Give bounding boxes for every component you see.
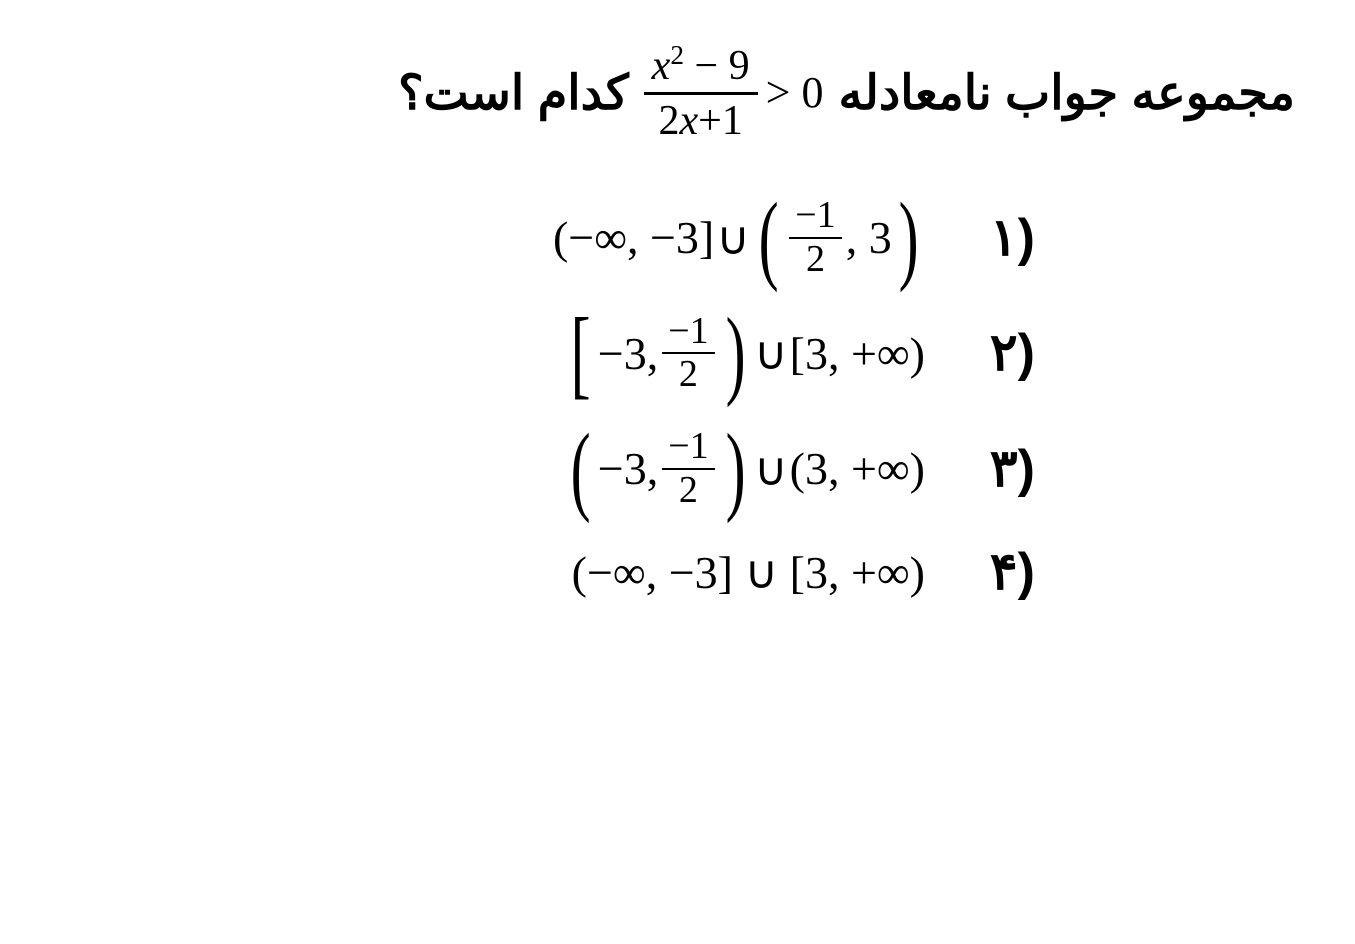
option-3-left-pre: −3,: [598, 442, 658, 495]
option-2-left-pre: −3,: [598, 327, 658, 380]
option-3: ( −3, −1 2 ) ∪ (3, +∞) (۳: [60, 426, 1035, 512]
frac-num: −1: [662, 426, 714, 470]
option-1-left-interval: (−∞, −3]: [553, 211, 714, 264]
option-2: [ −3, −1 2 ) ∪ [3, +∞) (۲: [60, 311, 1035, 397]
question-prompt: مجموعه جواب نامعادله x2 − 9 2x+1 > 0 کدا…: [60, 40, 1295, 145]
frac-num: −1: [662, 311, 714, 355]
open-bracket-icon: [: [571, 313, 591, 393]
option-2-label: (۲: [955, 323, 1035, 383]
question-text-before: مجموعه جواب نامعادله: [839, 65, 1296, 121]
close-paren-icon: ): [725, 313, 745, 393]
question-fraction: x2 − 9 2x+1: [644, 40, 758, 145]
fraction-denominator: 2x+1: [651, 95, 751, 145]
option-2-math: [ −3, −1 2 ) ∪ [3, +∞): [564, 311, 925, 397]
union-icon: ∪: [754, 326, 788, 380]
open-paren-icon: (: [759, 198, 779, 278]
fraction-numerator: x2 − 9: [644, 40, 758, 95]
option-4: (−∞, −3] ∪ [3, +∞) (۴: [60, 542, 1035, 602]
option-3-math: ( −3, −1 2 ) ∪ (3, +∞): [564, 426, 925, 512]
option-4-full: (−∞, −3] ∪ [3, +∞): [572, 545, 925, 599]
option-2-fraction: −1 2: [662, 311, 714, 397]
close-paren-icon: ): [725, 429, 745, 509]
frac-den: 2: [673, 354, 704, 396]
option-4-math: (−∞, −3] ∪ [3, +∞): [572, 545, 925, 599]
option-3-fraction: −1 2: [662, 426, 714, 512]
option-3-right: (3, +∞): [790, 442, 925, 495]
open-paren-icon: (: [571, 429, 591, 509]
option-4-label: (۴: [955, 542, 1035, 602]
frac-num: −1: [789, 195, 841, 239]
inequality-relation: > 0: [766, 67, 824, 118]
inequality-expression: x2 − 9 2x+1 > 0: [644, 40, 824, 145]
option-1: (−∞, −3] ∪ ( −1 2 , 3 ) (۱: [60, 195, 1035, 281]
frac-den: 2: [673, 470, 704, 512]
option-1-math: (−∞, −3] ∪ ( −1 2 , 3 ): [553, 195, 925, 281]
close-paren-icon: ): [898, 198, 918, 278]
option-2-right: [3, +∞): [790, 327, 925, 380]
option-3-label: (۳: [955, 439, 1035, 499]
option-1-right-tail: , 3: [846, 211, 892, 264]
options-container: (−∞, −3] ∪ ( −1 2 , 3 ) (۱ [ −3, −1 2 ) …: [60, 195, 1295, 602]
union-icon: ∪: [754, 442, 788, 496]
option-1-fraction: −1 2: [789, 195, 841, 281]
union-icon: ∪: [716, 211, 750, 265]
frac-den: 2: [800, 239, 831, 281]
question-text-after: کدام است؟: [398, 65, 629, 121]
option-1-label: (۱: [955, 208, 1035, 268]
